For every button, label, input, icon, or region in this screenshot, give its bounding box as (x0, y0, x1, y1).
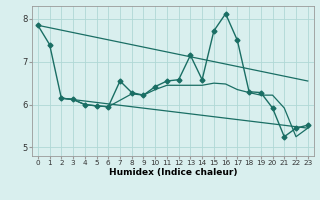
X-axis label: Humidex (Indice chaleur): Humidex (Indice chaleur) (108, 168, 237, 177)
